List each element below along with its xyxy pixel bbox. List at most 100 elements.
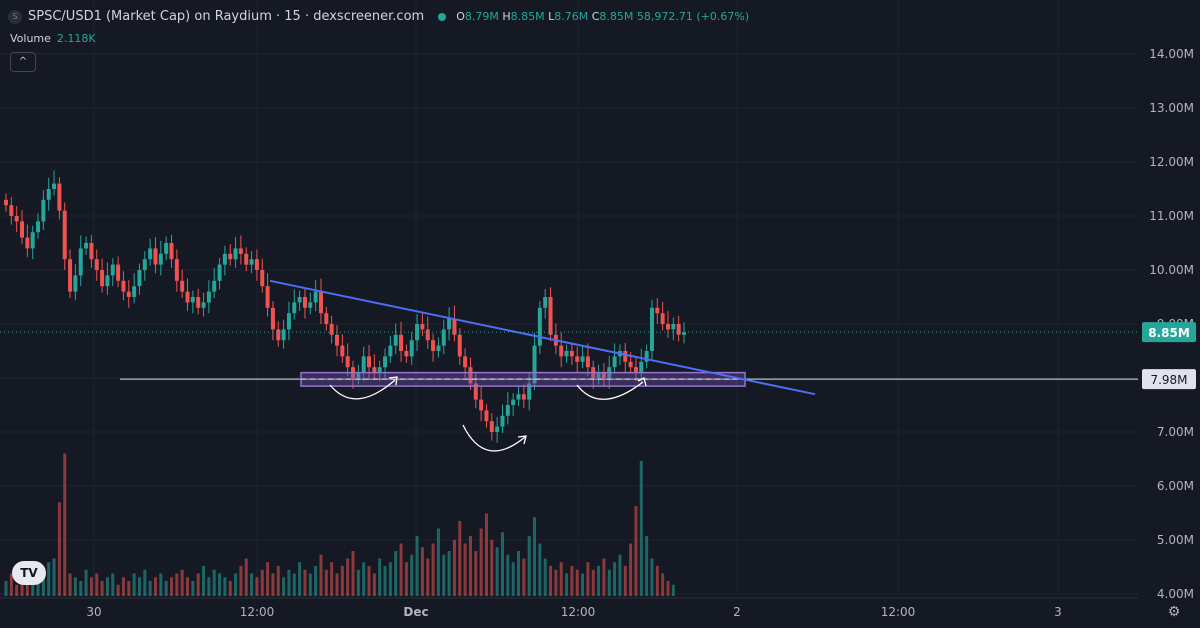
candle-body — [527, 383, 532, 400]
volume-bar — [20, 577, 24, 596]
y-tick-label: 11.00M — [1149, 209, 1194, 223]
candle-body — [655, 307, 660, 314]
volume-bar — [159, 573, 163, 596]
descending-trendline — [269, 279, 816, 396]
volume-bar — [234, 573, 238, 596]
volume-bar — [79, 581, 83, 596]
candle-body — [180, 280, 185, 292]
candle-body — [463, 356, 468, 368]
candle-body — [409, 340, 414, 357]
volume-bar — [372, 573, 376, 596]
volume-bar — [47, 562, 51, 596]
candle-body — [644, 351, 649, 362]
candle-body — [649, 307, 654, 351]
volume-bar — [420, 547, 424, 596]
volume-bar — [570, 566, 574, 596]
candle-body — [169, 243, 174, 260]
candle-body — [665, 324, 670, 330]
candle-body — [361, 356, 366, 373]
settings-gear-icon[interactable]: ⚙ — [1167, 604, 1181, 620]
volume-bar — [602, 558, 606, 596]
candle-body — [559, 345, 564, 357]
volume-bar — [426, 558, 430, 596]
candle-body — [148, 248, 153, 260]
volume-bar — [543, 558, 547, 596]
volume-bar — [116, 584, 120, 596]
candle-body — [489, 421, 494, 432]
volume-bar — [645, 536, 649, 596]
volume-bar — [671, 584, 675, 596]
volume-bar — [623, 566, 627, 596]
volume-bar — [132, 573, 136, 596]
volume-bar — [517, 551, 521, 596]
x-tick-label: 12:00 — [881, 605, 916, 619]
candle-body — [393, 334, 398, 346]
candle-body — [62, 210, 67, 260]
arc-arrowhead — [637, 377, 647, 387]
candle-body — [110, 264, 115, 276]
volume-bar — [63, 453, 67, 596]
candle-body — [452, 318, 457, 335]
volume-bar — [324, 569, 328, 596]
candle-body — [585, 356, 590, 368]
volume-bar — [148, 581, 152, 596]
candle-body — [505, 405, 510, 416]
collapse-legend-button[interactable]: ^ — [10, 52, 36, 72]
volume-bar — [314, 566, 318, 596]
volume-bar — [618, 554, 622, 596]
volume-bar — [287, 569, 291, 596]
candle-body — [57, 183, 62, 211]
candle-body — [495, 426, 500, 432]
volume-bar — [292, 573, 296, 596]
candle-body — [228, 253, 233, 260]
volume-bar — [399, 543, 403, 596]
volume-bar — [388, 562, 392, 596]
candle-body — [425, 329, 430, 341]
volume-bar — [442, 554, 446, 596]
candle-body — [564, 351, 569, 357]
volume-bar — [479, 528, 483, 596]
candle-body — [281, 329, 286, 341]
volume-label: Volume — [10, 32, 51, 45]
volume-bar — [335, 573, 339, 596]
last-price-label: 8.85M — [1148, 326, 1190, 340]
volume-bar — [143, 569, 147, 596]
candle-body — [4, 199, 8, 206]
candle-body — [580, 356, 585, 362]
volume-bar — [367, 566, 371, 596]
volume-bar — [629, 543, 633, 596]
candle-body — [206, 291, 211, 303]
volume-bar — [52, 558, 56, 596]
candle-body — [436, 345, 441, 351]
candle-body — [628, 361, 633, 368]
y-tick-label: 10.00M — [1149, 263, 1194, 277]
volume-bar — [597, 566, 601, 596]
volume-bar — [255, 577, 259, 596]
volume-bar — [153, 577, 157, 596]
candle-body — [484, 410, 489, 422]
last-price-badge — [1142, 322, 1196, 343]
candle-body — [340, 345, 345, 357]
candle-body — [399, 334, 404, 351]
candle-body — [356, 372, 361, 378]
candle-body — [190, 297, 195, 303]
volume-bar — [207, 577, 211, 596]
volume-bar — [506, 554, 510, 596]
volume-bar — [4, 581, 8, 596]
volume-bar — [362, 562, 366, 596]
candle-body — [297, 297, 302, 303]
candle-body — [516, 394, 521, 400]
volume-bar — [31, 581, 35, 596]
candle-body — [671, 324, 676, 330]
candle-body — [142, 259, 147, 270]
candle-body — [543, 297, 548, 308]
candle-body — [276, 329, 281, 341]
volume-bar — [447, 551, 451, 596]
candle-body — [153, 248, 158, 265]
volume-bar — [650, 558, 654, 596]
tradingview-logo: TV — [12, 561, 46, 585]
volume-bar — [356, 569, 360, 596]
candle-body — [137, 270, 142, 287]
candle-body — [46, 189, 51, 200]
